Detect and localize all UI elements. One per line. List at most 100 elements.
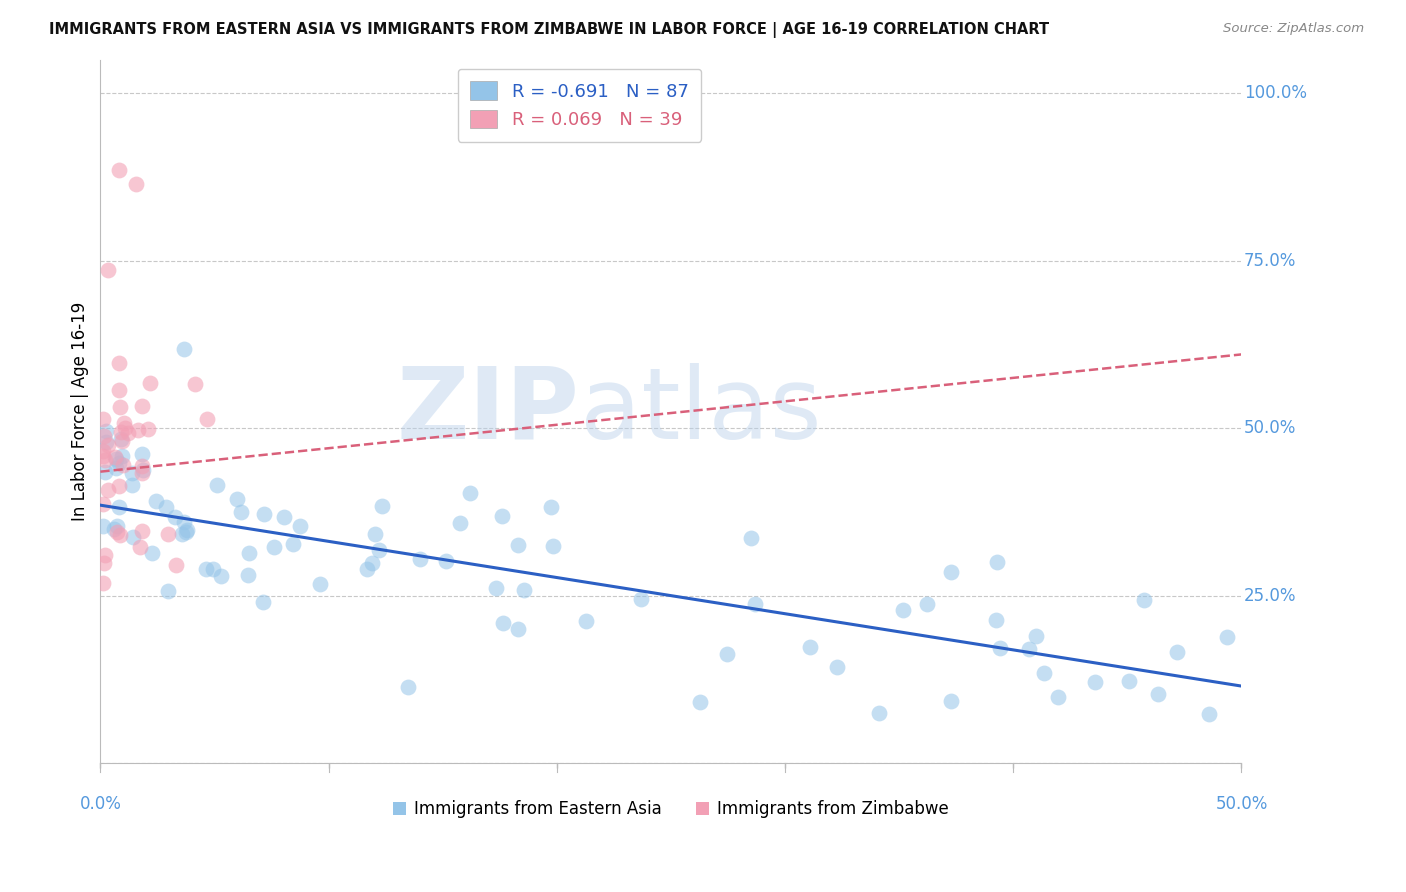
Text: 100.0%: 100.0% xyxy=(1244,84,1306,102)
Point xyxy=(94,549,117,563)
Point xyxy=(238,567,260,582)
Point xyxy=(1025,629,1047,643)
Point xyxy=(368,542,391,557)
Point xyxy=(281,537,304,551)
Point xyxy=(131,446,153,460)
Point xyxy=(253,507,276,521)
Point xyxy=(131,459,153,474)
Point xyxy=(506,622,529,636)
Point xyxy=(156,527,179,541)
Point xyxy=(195,411,218,425)
Point xyxy=(108,479,131,493)
Point xyxy=(110,433,132,447)
Point xyxy=(91,497,114,511)
Point xyxy=(1216,631,1239,645)
Point xyxy=(543,539,565,553)
Point xyxy=(97,263,120,277)
Point xyxy=(201,562,224,576)
Point xyxy=(986,555,1008,569)
Point xyxy=(108,383,131,397)
Point xyxy=(107,163,129,178)
Point xyxy=(226,491,249,506)
Point xyxy=(184,377,207,392)
Point xyxy=(1198,706,1220,721)
Point xyxy=(273,510,295,524)
Point xyxy=(513,583,536,598)
Point xyxy=(207,478,229,492)
Point xyxy=(1166,645,1188,659)
Point xyxy=(108,528,131,542)
Point xyxy=(104,451,127,466)
Point xyxy=(491,509,513,524)
Point xyxy=(107,519,129,533)
Point xyxy=(129,540,152,554)
Point xyxy=(114,421,136,435)
Point xyxy=(1046,690,1069,705)
Point xyxy=(492,615,515,630)
Point xyxy=(194,562,217,576)
Point xyxy=(371,499,394,513)
Point xyxy=(575,614,598,628)
Point xyxy=(141,546,163,560)
Legend: Immigrants from Eastern Asia, Immigrants from Zimbabwe: Immigrants from Eastern Asia, Immigrants… xyxy=(387,794,956,825)
Point xyxy=(434,554,457,568)
Point xyxy=(744,597,766,611)
Point xyxy=(91,576,114,591)
Text: 75.0%: 75.0% xyxy=(1244,252,1296,269)
Point xyxy=(139,376,162,390)
Point xyxy=(94,453,117,467)
Point xyxy=(174,524,197,539)
Point xyxy=(104,460,127,475)
Point xyxy=(799,640,821,654)
Point xyxy=(155,500,177,514)
Point xyxy=(91,449,114,463)
Point xyxy=(540,500,562,515)
Text: 50.0%: 50.0% xyxy=(1215,795,1268,813)
Point xyxy=(1032,666,1054,681)
Point xyxy=(93,465,115,479)
Point xyxy=(630,592,652,607)
Point xyxy=(157,584,180,599)
Point xyxy=(176,523,198,537)
Point xyxy=(409,552,432,566)
Text: atlas: atlas xyxy=(579,363,821,460)
Point xyxy=(173,342,195,356)
Point xyxy=(111,449,134,463)
Point xyxy=(112,458,135,472)
Point xyxy=(108,500,131,515)
Point xyxy=(97,483,120,498)
Point xyxy=(112,416,135,430)
Point xyxy=(364,526,387,541)
Text: ZIP: ZIP xyxy=(396,363,579,460)
Point xyxy=(689,695,711,709)
Point xyxy=(252,595,274,609)
Point xyxy=(356,562,378,576)
Point xyxy=(104,450,127,465)
Point xyxy=(988,640,1011,655)
Point xyxy=(131,400,153,414)
Point xyxy=(172,526,194,541)
Point xyxy=(716,648,738,662)
Point xyxy=(309,577,332,591)
Point xyxy=(1084,675,1107,690)
Y-axis label: In Labor Force | Age 16-19: In Labor Force | Age 16-19 xyxy=(72,301,89,521)
Point xyxy=(96,437,118,451)
Point xyxy=(1118,674,1140,689)
Point xyxy=(165,558,187,573)
Point xyxy=(110,425,132,439)
Point xyxy=(111,434,134,448)
Point xyxy=(93,429,115,443)
Point xyxy=(891,602,914,616)
Point xyxy=(827,659,849,673)
Point xyxy=(127,423,149,437)
Point xyxy=(238,547,260,561)
Point xyxy=(122,530,145,544)
Point xyxy=(360,556,382,570)
Point xyxy=(94,424,117,438)
Point xyxy=(288,519,311,533)
Point xyxy=(163,509,186,524)
Point xyxy=(131,524,153,538)
Point xyxy=(105,525,128,540)
Point xyxy=(484,581,506,595)
Point xyxy=(91,412,114,426)
